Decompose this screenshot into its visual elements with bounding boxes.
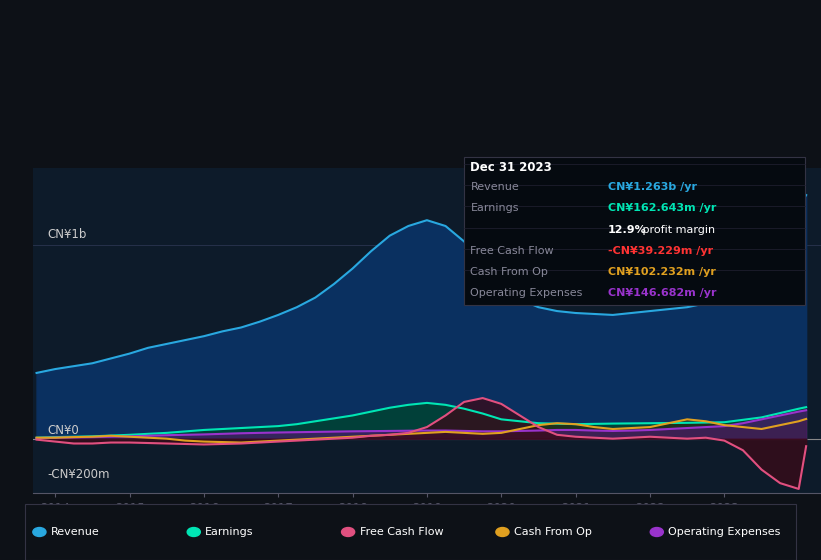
Text: Earnings: Earnings (470, 203, 519, 213)
Text: Revenue: Revenue (470, 182, 519, 192)
Text: Cash From Op: Cash From Op (514, 527, 592, 537)
Text: Operating Expenses: Operating Expenses (470, 288, 583, 298)
Text: Revenue: Revenue (51, 527, 99, 537)
Text: 12.9%: 12.9% (608, 225, 646, 235)
Text: Operating Expenses: Operating Expenses (668, 527, 781, 537)
Text: CN¥162.643m /yr: CN¥162.643m /yr (608, 203, 716, 213)
Text: Cash From Op: Cash From Op (470, 267, 548, 277)
Text: Free Cash Flow: Free Cash Flow (360, 527, 443, 537)
Text: CN¥102.232m /yr: CN¥102.232m /yr (608, 267, 715, 277)
Text: Dec 31 2023: Dec 31 2023 (470, 161, 553, 174)
Text: CN¥146.682m /yr: CN¥146.682m /yr (608, 288, 716, 298)
Text: -CN¥39.229m /yr: -CN¥39.229m /yr (608, 246, 713, 256)
Text: Earnings: Earnings (205, 527, 254, 537)
Text: CN¥0: CN¥0 (48, 424, 80, 437)
Text: -CN¥200m: -CN¥200m (48, 468, 110, 481)
Text: profit margin: profit margin (639, 225, 715, 235)
Text: CN¥1b: CN¥1b (48, 228, 87, 241)
Text: Free Cash Flow: Free Cash Flow (470, 246, 554, 256)
Text: CN¥1.263b /yr: CN¥1.263b /yr (608, 182, 696, 192)
